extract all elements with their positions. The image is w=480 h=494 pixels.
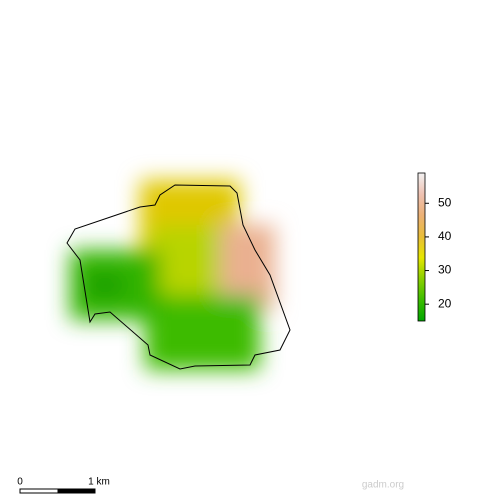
scale-bar bbox=[57, 488, 96, 494]
legend-tick-label: 30 bbox=[438, 263, 452, 277]
colorbar bbox=[417, 172, 426, 322]
legend-tick-label: 40 bbox=[438, 229, 452, 243]
scale-label: 1 km bbox=[88, 477, 110, 488]
raster bbox=[70, 180, 275, 370]
boundary bbox=[66, 184, 291, 370]
legend-tick-label: 20 bbox=[438, 296, 452, 310]
legend-ticks: 20 30 40 50 bbox=[425, 195, 452, 310]
legend-tick-label: 50 bbox=[438, 195, 452, 209]
scale-label: 0 bbox=[17, 477, 23, 488]
credit: gadm.org bbox=[362, 480, 404, 491]
scale-bar bbox=[19, 488, 59, 494]
